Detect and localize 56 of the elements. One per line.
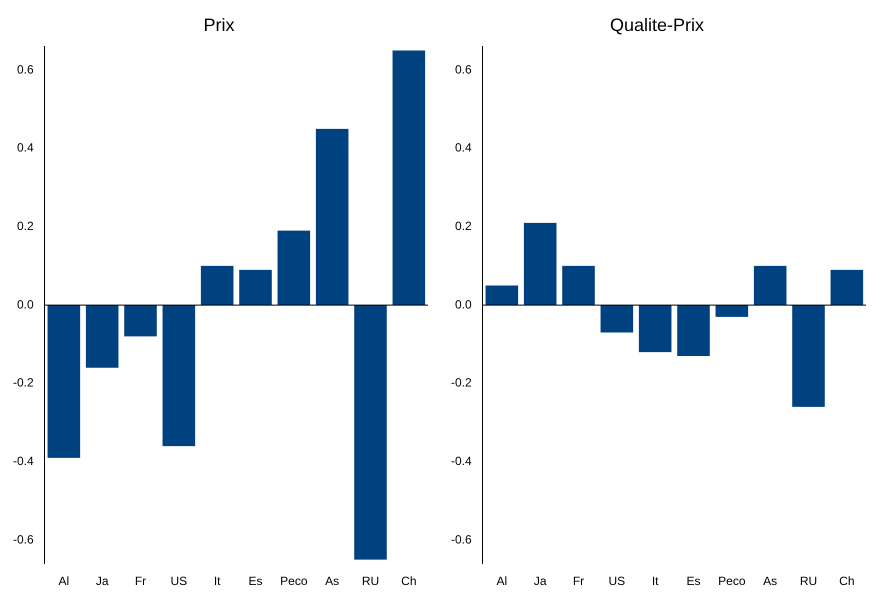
- bar: [792, 305, 825, 407]
- bar: [48, 305, 80, 458]
- bar: [278, 230, 310, 306]
- bar: [124, 305, 157, 336]
- y-tick-label: 0.6: [454, 62, 472, 76]
- bar: [239, 270, 272, 306]
- y-tick-label: 0.2: [454, 219, 472, 234]
- x-tick-label: Fr: [572, 574, 584, 588]
- bar: [392, 50, 426, 306]
- bar: [562, 266, 595, 306]
- bar: [162, 305, 196, 446]
- bar: [354, 305, 387, 560]
- x-tick-label: Al: [496, 574, 508, 588]
- y-tick-label: 0.6: [16, 62, 34, 76]
- y-tick-label: 0.0: [454, 297, 472, 312]
- x-tick-label: It: [214, 574, 222, 588]
- x-tick-label: US: [608, 574, 626, 588]
- x-tick-label: RU: [362, 574, 380, 588]
- y-tick-label: -0.4: [450, 454, 472, 468]
- y-tick-label: 0.4: [16, 140, 34, 155]
- bar: [677, 305, 710, 356]
- x-tick-label: US: [170, 574, 188, 588]
- x-tick-label: Es: [686, 574, 701, 588]
- x-tick-label: Al: [58, 574, 70, 588]
- x-tick-label: As: [325, 574, 340, 588]
- x-tick-label: Fr: [134, 574, 146, 588]
- bar: [716, 305, 748, 317]
- x-tick-label: Ch: [401, 574, 417, 588]
- bar: [754, 266, 786, 306]
- y-tick-label: -0.2: [450, 376, 472, 390]
- y-tick-label: 0.2: [16, 219, 34, 234]
- y-tick-label: 0.0: [16, 297, 34, 312]
- bar: [200, 266, 234, 306]
- x-tick-label: Peco: [280, 574, 308, 588]
- y-tick-label: -0.4: [12, 454, 34, 468]
- x-tick-label: As: [763, 574, 778, 588]
- x-tick-label: Ja: [534, 574, 547, 588]
- bar: [486, 286, 518, 306]
- chart-title: Qualite-Prix: [610, 14, 704, 35]
- x-tick-label: RU: [800, 574, 818, 588]
- x-tick-label: Ja: [96, 574, 109, 588]
- x-tick-label: Es: [248, 574, 263, 588]
- bar: [86, 305, 118, 368]
- bar: [524, 222, 556, 306]
- y-tick-label: -0.6: [12, 532, 34, 546]
- y-tick-label: -0.2: [12, 376, 34, 390]
- y-tick-label: 0.4: [454, 140, 472, 155]
- bar: [638, 305, 672, 352]
- chart-title: Prix: [204, 14, 234, 35]
- bar: [600, 305, 634, 333]
- y-tick-label: -0.6: [450, 532, 472, 546]
- bar: [316, 128, 348, 306]
- x-tick-label: It: [652, 574, 660, 588]
- x-tick-label: Ch: [839, 574, 855, 588]
- bar: [830, 270, 864, 306]
- x-tick-label: Peco: [718, 574, 746, 588]
